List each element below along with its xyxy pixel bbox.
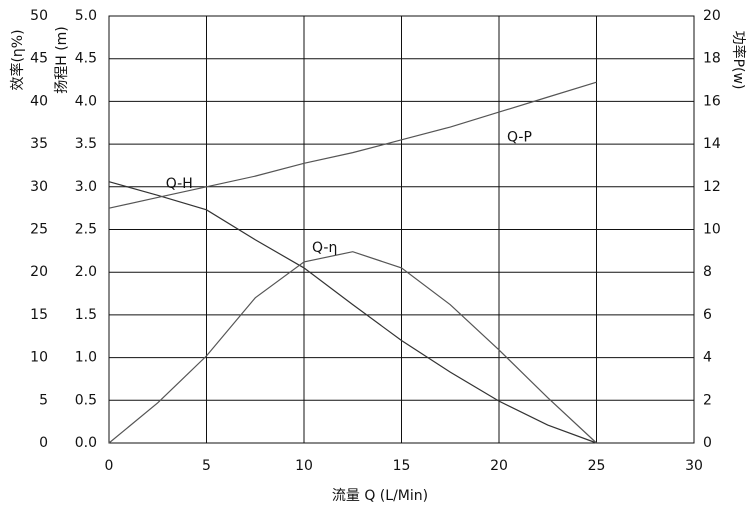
x-tick-label: 10	[295, 458, 313, 474]
y2-tick-label: 14	[703, 136, 721, 152]
series-label: Q-P	[507, 129, 532, 145]
y-tick-label: 0.0	[75, 435, 97, 451]
y3-tick-label: 50	[30, 8, 48, 24]
series-label: Q-η	[312, 240, 337, 256]
y-tick-label: 4.5	[75, 51, 97, 67]
y-tick-label: 5.0	[75, 8, 97, 24]
y2-tick-label: 8	[703, 264, 712, 280]
y3-tick-label: 40	[30, 93, 48, 109]
y2-tick-label: 0	[703, 435, 712, 451]
y-tick-label: 4.0	[75, 93, 97, 109]
y3-tick-label: 45	[30, 51, 48, 67]
y-tick-label: 3.0	[75, 179, 97, 195]
x-tick-label: 5	[202, 458, 211, 474]
y3-tick-label: 25	[30, 222, 48, 238]
x-tick-label: 15	[393, 458, 411, 474]
y2-tick-label: 4	[703, 350, 712, 366]
y3-tick-label: 10	[30, 350, 48, 366]
y2-tick-label: 10	[703, 222, 721, 238]
y2-tick-label: 6	[703, 307, 712, 323]
series-label: Q-H	[166, 176, 193, 192]
y3-tick-label: 15	[30, 307, 48, 323]
y2-tick-label: 12	[703, 179, 721, 195]
y3-tick-label: 0	[39, 435, 48, 451]
y-axis-title: 扬程H (m)	[54, 26, 70, 94]
y2-axis-title: 功率P(w)	[730, 31, 747, 90]
series-line	[108, 81, 597, 209]
y2-tick-label: 16	[703, 93, 721, 109]
y3-tick-label: 30	[30, 179, 48, 195]
y3-tick-label: 20	[30, 264, 48, 280]
x-axis-title: 流量 Q (L/Min)	[332, 488, 428, 504]
series-line	[108, 181, 597, 444]
y2-tick-label: 20	[703, 8, 721, 24]
y3-tick-label: 35	[30, 136, 48, 152]
y-tick-label: 1.0	[75, 350, 97, 366]
y2-tick-label: 18	[703, 51, 721, 67]
y-tick-label: 1.5	[75, 307, 97, 323]
y3-tick-label: 5	[39, 392, 48, 408]
x-tick-label: 0	[105, 458, 114, 474]
y-tick-label: 3.5	[75, 136, 97, 152]
y-tick-label: 2.0	[75, 264, 97, 280]
series-line	[108, 251, 597, 444]
x-tick-label: 30	[685, 458, 703, 474]
x-tick-label: 20	[490, 458, 508, 474]
y3-axis-title: 效率(η%)	[9, 29, 26, 90]
x-tick-label: 25	[588, 458, 606, 474]
y2-tick-label: 2	[703, 392, 712, 408]
plot-frame	[108, 15, 695, 444]
y-tick-label: 2.5	[75, 222, 97, 238]
y-tick-label: 0.5	[75, 392, 97, 408]
